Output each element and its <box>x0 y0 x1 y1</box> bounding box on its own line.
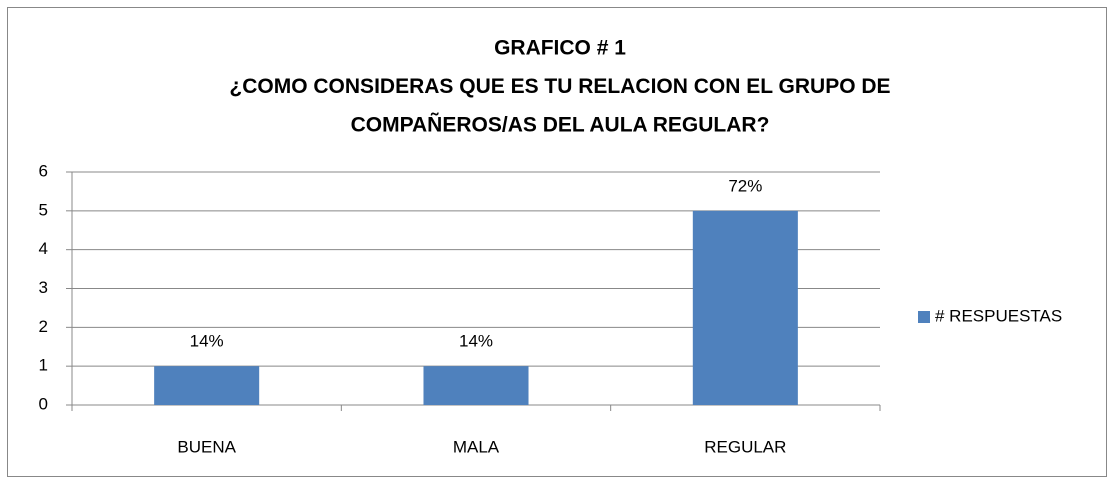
chart-title: ¿COMO CONSIDERAS QUE ES TU RELACION CON … <box>229 75 890 98</box>
chart-title: GRAFICO # 1 <box>494 37 626 60</box>
chart-title: COMPAÑEROS/AS DEL AULA REGULAR? <box>351 114 770 137</box>
bar <box>692 210 798 405</box>
y-tick-label: 0 <box>39 394 48 413</box>
y-tick-label: 2 <box>39 317 48 336</box>
legend-swatch <box>918 311 930 323</box>
y-tick-label: 4 <box>39 239 48 258</box>
x-tick-label: BUENA <box>177 437 236 456</box>
x-tick-label: REGULAR <box>704 437 786 456</box>
data-label: 14% <box>459 332 493 351</box>
y-tick-label: 5 <box>39 200 48 219</box>
y-tick-label: 6 <box>39 161 48 180</box>
bar <box>154 366 260 405</box>
legend-label: # RESPUESTAS <box>935 306 1062 325</box>
y-tick-label: 3 <box>39 278 48 297</box>
data-label: 14% <box>190 332 224 351</box>
data-label: 72% <box>728 176 762 195</box>
bar <box>423 366 529 405</box>
x-tick-label: MALA <box>453 437 500 456</box>
y-tick-label: 1 <box>39 356 48 375</box>
